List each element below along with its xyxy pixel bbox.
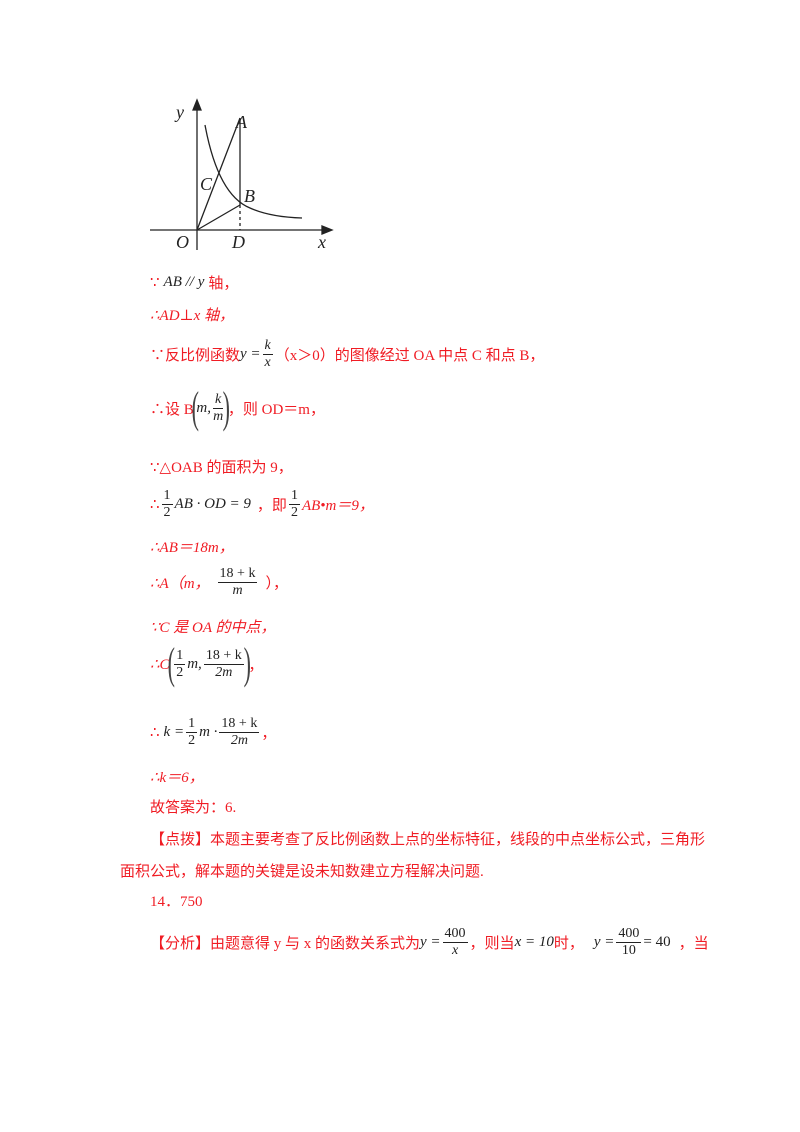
line-9: ∵C 是 OA 的中点， <box>150 620 276 636</box>
line-7: ∴AB＝18m， <box>150 540 234 556</box>
line-5: ∵△OAB 的面积为 9， <box>150 460 293 476</box>
svg-text:C: C <box>200 174 213 194</box>
svg-text:x: x <box>317 232 326 252</box>
analysis-line: 【分析】由题意得 y 与 x 的函数关系式为 y = 400 x ，则当 x = 10 时，… <box>150 926 709 958</box>
svg-text:y: y <box>174 102 184 122</box>
line-8: ∴A（m， 18 + k m）， <box>150 566 288 598</box>
line-1: ∵ AB // y 轴， <box>150 274 239 292</box>
line-11: ∴ k = 1 2 m · 18 + k 2m， <box>150 716 277 748</box>
line-12: ∴k＝6， <box>150 770 204 786</box>
line-2: ∴AD⊥x 轴， <box>150 308 235 324</box>
svg-text:O: O <box>176 232 189 252</box>
svg-text:B: B <box>244 186 255 206</box>
answer-line: 故答案为：6. <box>150 800 237 816</box>
line-3: ∵反比例函数 y = k x （x＞0）的图像经过 OA 中点 C 和点 B， <box>150 338 545 370</box>
svg-text:A: A <box>235 112 248 132</box>
svg-text:D: D <box>231 232 245 252</box>
line-6: ∴ 1 2 AB · OD = 9 ，即 1 2 AB•m＝9， <box>150 488 374 520</box>
question-14-answer: 14．750 <box>150 894 203 910</box>
coordinate-diagram: y x O A B C D <box>150 98 334 252</box>
line-10: ∴C(1 2 m, 18 + k 2m)， <box>150 639 264 688</box>
tip-line-2: 面积公式，解本题的关键是设未知数建立方程解决问题. <box>120 864 484 880</box>
tip-line-1: 【点拨】本题主要考查了反比例函数上点的坐标特征，线段的中点坐标公式，三角形 <box>150 832 706 848</box>
line-4: ∴设 B(m, k m) ，则 OD＝m， <box>150 383 325 432</box>
